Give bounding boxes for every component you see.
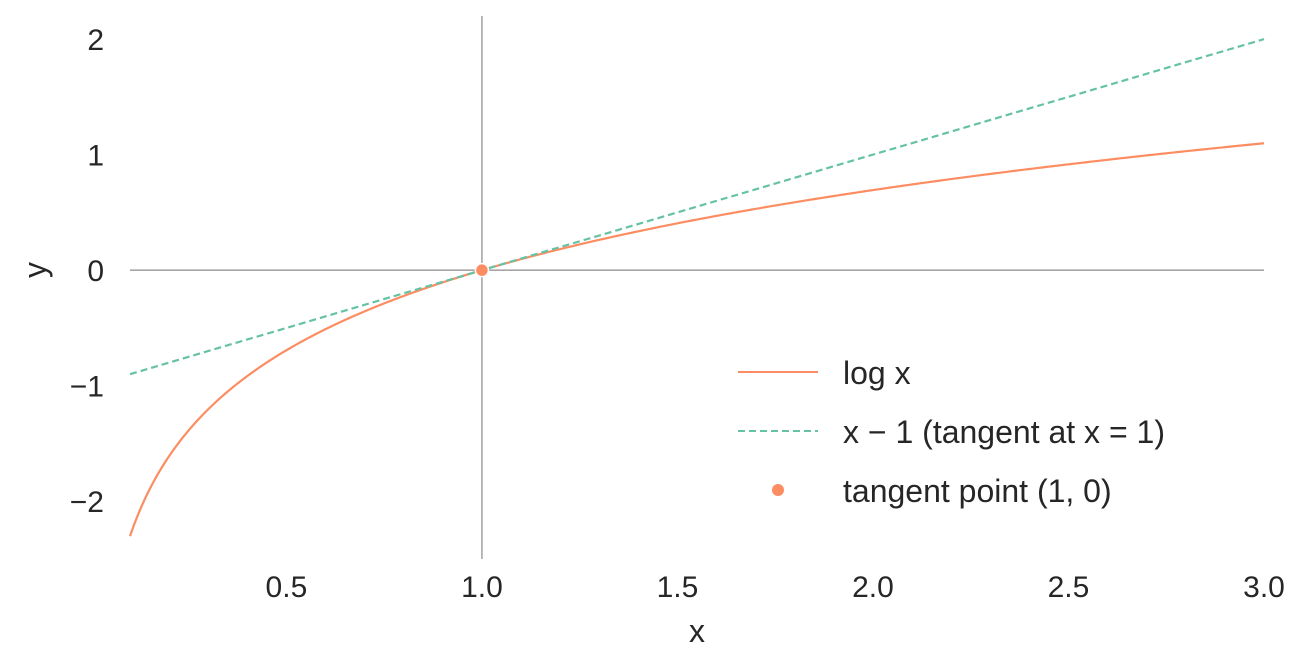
tangent-point-marker bbox=[474, 262, 490, 278]
y-axis-label: y bbox=[17, 262, 53, 278]
x-axis-label: x bbox=[689, 613, 705, 649]
y-axis-ticks: −2 −1 0 1 2 bbox=[70, 24, 104, 519]
reference-lines bbox=[130, 16, 1264, 559]
y-tick-label: 0 bbox=[87, 255, 104, 288]
x-tick-label: 1.0 bbox=[461, 571, 503, 604]
plot-series bbox=[128, 38, 1265, 537]
series-1-line bbox=[129, 38, 1265, 376]
legend-label-log: log x bbox=[843, 355, 911, 391]
x-tick-label: 1.5 bbox=[657, 571, 699, 604]
legend-marker-point bbox=[772, 484, 784, 496]
y-tick-label: 2 bbox=[87, 24, 104, 57]
x-axis-ticks: 0.5 1.0 1.5 2.0 2.5 3.0 bbox=[266, 571, 1285, 604]
x-tick-label: 2.5 bbox=[1048, 571, 1090, 604]
x-tick-label: 2.0 bbox=[852, 571, 894, 604]
x-tick-label: 3.0 bbox=[1243, 571, 1285, 604]
y-tick-label: −2 bbox=[70, 486, 104, 519]
legend-label-point: tangent point (1, 0) bbox=[843, 473, 1112, 509]
x-tick-label: 0.5 bbox=[266, 571, 308, 604]
legend-label-tangent: x − 1 (tangent at x = 1) bbox=[843, 414, 1165, 450]
y-tick-label: −1 bbox=[70, 371, 104, 404]
y-tick-label: 1 bbox=[87, 140, 104, 173]
series-0-line bbox=[128, 142, 1265, 537]
legend: log x x − 1 (tangent at x = 1) tangent p… bbox=[738, 355, 1165, 509]
